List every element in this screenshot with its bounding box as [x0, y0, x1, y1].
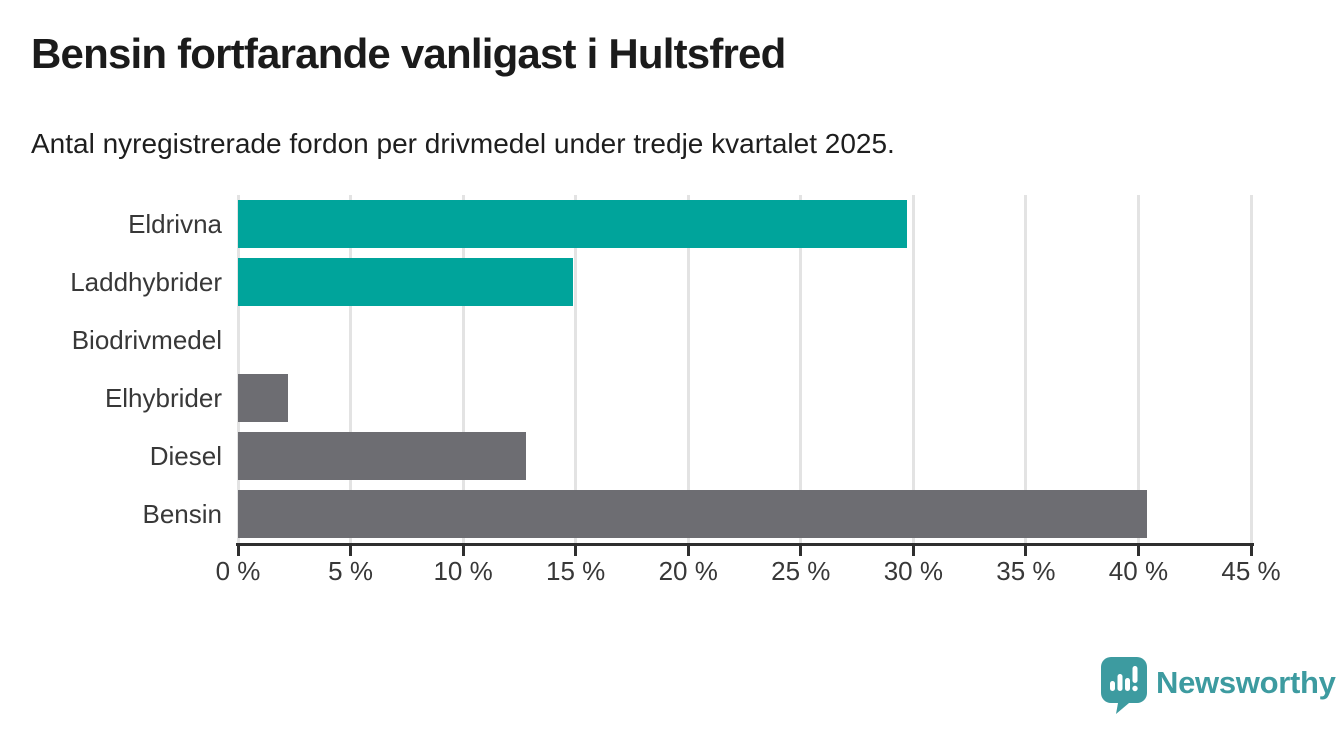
bar-elhybrider: [238, 374, 288, 422]
bar-bensin: [238, 490, 1148, 538]
category-label: Laddhybrider: [70, 267, 222, 297]
axis-tick: [1249, 543, 1253, 556]
x-axis-line: [236, 543, 1254, 546]
category-label: Elhybrider: [104, 383, 222, 413]
axis-tick: [1136, 543, 1140, 556]
axis-tick-label: 5 %: [328, 556, 373, 586]
gridline: [1024, 195, 1028, 543]
axis-tick-label: 30 %: [883, 556, 943, 586]
chart-subtitle: Antal nyregistrerade fordon per drivmede…: [31, 128, 895, 159]
brand-name: Newsworthy: [1156, 665, 1336, 700]
axis-tick: [349, 543, 353, 556]
bar-diesel: [238, 432, 527, 480]
axis-tick-label: 20 %: [658, 556, 718, 586]
newsworthy-logo-icon: [1101, 657, 1147, 714]
gridline: [911, 195, 915, 543]
axis-tick: [686, 543, 690, 556]
gridline: [686, 195, 690, 543]
axis-tick: [574, 543, 578, 556]
axis-tick-label: 0 %: [215, 556, 261, 586]
brand-footer: Newsworthy: [1100, 656, 1336, 714]
axis-tick-label: 10 %: [433, 556, 493, 586]
gridline: [349, 195, 353, 543]
axis-tick-label: 35 %: [996, 556, 1056, 586]
category-label: Bensin: [142, 499, 223, 529]
gridline: [574, 195, 578, 543]
gridline: [1249, 195, 1253, 543]
gridline: [236, 195, 240, 543]
bar-eldrivna: [238, 200, 907, 248]
axis-tick: [1024, 543, 1028, 556]
category-label: Diesel: [149, 441, 222, 471]
axis-tick: [461, 543, 465, 556]
axis-tick: [799, 543, 803, 556]
category-label: Eldrivna: [128, 209, 222, 239]
axis-tick: [911, 543, 915, 556]
category-label: Biodrivmedel: [71, 325, 222, 355]
axis-tick-label: 40 %: [1108, 556, 1169, 586]
gridline: [461, 195, 465, 543]
axis-tick: [236, 543, 240, 556]
chart-title: Bensin fortfarande vanligast i Hultsfred: [31, 30, 786, 77]
axis-tick-label: 15 %: [546, 556, 606, 586]
gridline: [1136, 195, 1140, 543]
gridline: [799, 195, 803, 543]
axis-tick-label: 45 %: [1221, 556, 1281, 586]
bar-laddhybrider: [238, 258, 574, 306]
axis-tick-label: 25 %: [771, 556, 831, 586]
